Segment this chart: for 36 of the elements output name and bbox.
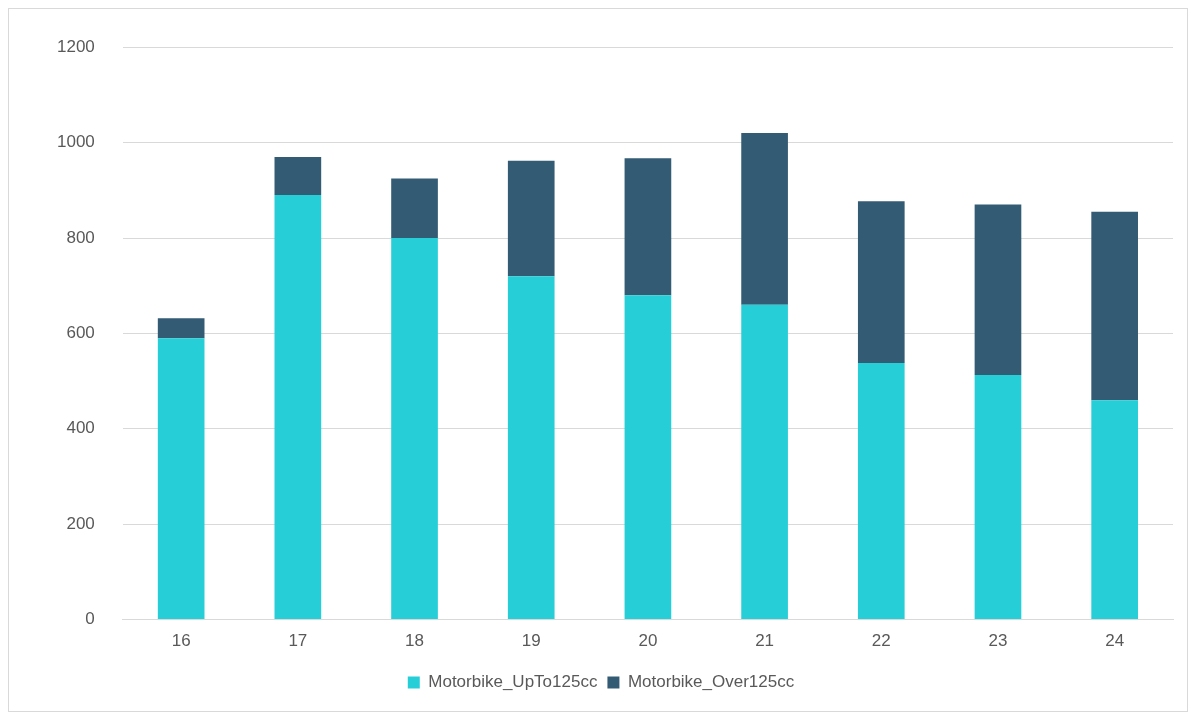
bar <box>507 160 555 277</box>
x-tick-label: 20 <box>638 631 658 651</box>
legend-label: Motorbike_Over125cc <box>627 672 795 692</box>
bar <box>624 158 672 296</box>
x-tick-label: 21 <box>755 631 775 651</box>
bar <box>857 362 905 620</box>
y-tick-label: 200 <box>66 513 95 533</box>
bar <box>274 195 322 620</box>
bar <box>974 374 1022 620</box>
x-tick-label: 23 <box>988 631 1008 651</box>
bar <box>624 295 672 620</box>
x-tick-label: 18 <box>405 631 424 651</box>
bar <box>741 304 788 620</box>
bar <box>974 204 1022 375</box>
y-tick-label: 1000 <box>56 132 95 152</box>
y-tick-label: 800 <box>66 227 95 247</box>
x-tick-label: 24 <box>1105 631 1125 651</box>
y-tick-label: 600 <box>66 323 95 343</box>
bar <box>741 133 788 305</box>
y-tick-label: 400 <box>66 418 95 438</box>
bar <box>1091 211 1138 401</box>
x-tick-label: 17 <box>288 631 308 651</box>
bar <box>391 238 438 620</box>
bar <box>857 201 905 363</box>
y-tick-label: 0 <box>85 609 95 629</box>
bar <box>157 318 205 339</box>
x-tick-label: 16 <box>171 631 191 651</box>
legend-label: Motorbike_UpTo125cc <box>428 672 598 692</box>
y-tick-label: 1200 <box>56 36 95 56</box>
bar <box>274 156 322 196</box>
bar <box>507 276 555 620</box>
bar <box>157 338 205 620</box>
x-tick-label: 22 <box>871 631 891 651</box>
x-tick-label: 19 <box>521 631 541 651</box>
bar <box>391 178 438 238</box>
bar <box>1091 400 1138 620</box>
